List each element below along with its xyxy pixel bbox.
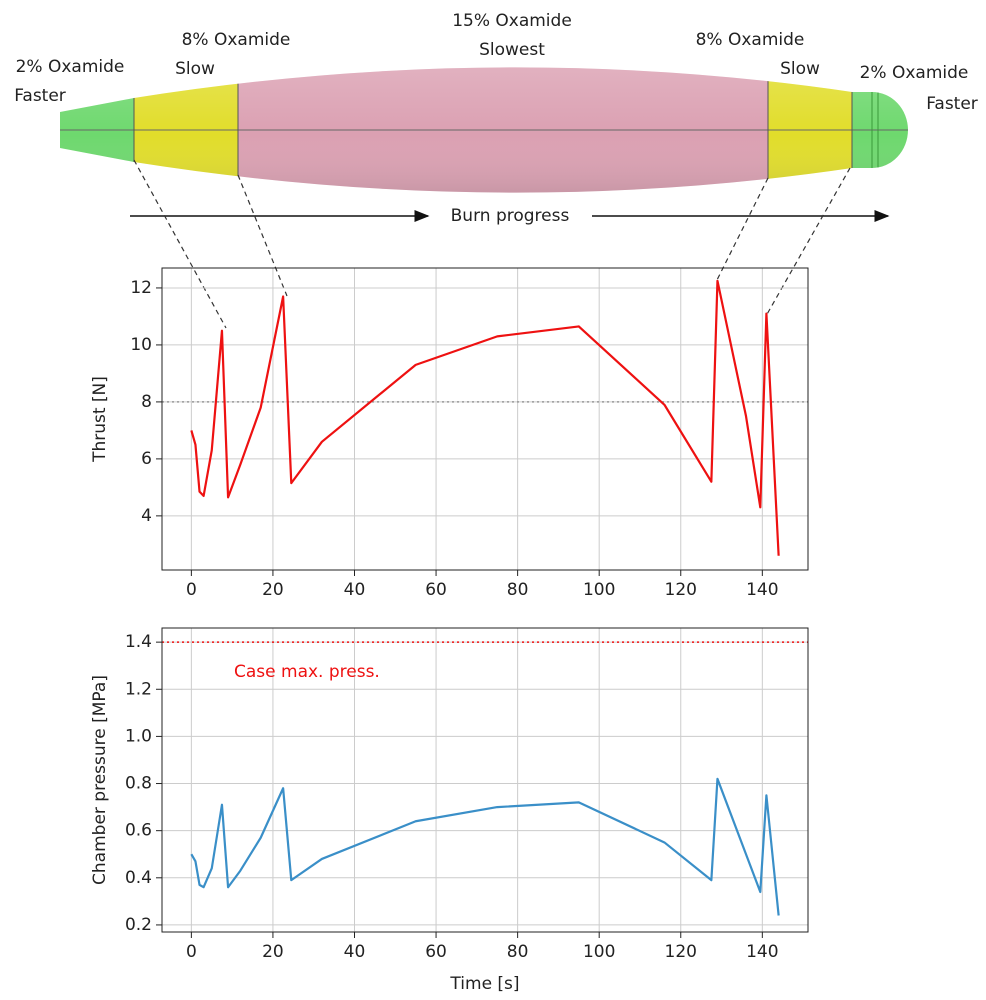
y-tick-label: 12 [130,278,152,298]
y-tick-label: 8 [141,392,152,412]
segment-label: Slowest [479,40,545,60]
x-tick-label: 40 [344,580,366,600]
x-tick-label: 20 [262,942,284,962]
x-tick-label: 140 [746,942,778,962]
y-tick-label: 0.4 [125,868,152,888]
segment-label: Faster [14,86,66,106]
x-tick-label: 60 [425,580,447,600]
x-tick-label: 0 [186,942,197,962]
segment-label: 8% Oxamide [182,30,291,50]
x-tick-label: 40 [344,942,366,962]
data-line [190,279,780,556]
plot-frame [161,627,809,933]
segment-label: 2% Oxamide [860,63,969,83]
y-tick-label: 10 [130,335,152,355]
connectors [133,159,851,329]
segment-label: 2% Oxamide [16,57,125,77]
x-tick-label: 120 [665,942,697,962]
y-tick-label: 0.8 [125,774,152,794]
y-tick-label: 1.4 [125,632,152,652]
segment-label: 8% Oxamide [696,30,805,50]
diagram-labels: 2% Oxamide Faster 8% Oxamide Slow 15% Ox… [14,11,978,114]
y-tick-label: 1.0 [125,726,152,746]
y-tick-label: 6 [141,449,152,469]
segment-label: Faster [926,94,978,114]
x-tick-label: 0 [186,580,197,600]
x-tick-label: 20 [262,580,284,600]
segment-label: Slow [780,59,820,79]
y-axis-label: Chamber pressure [MPa] [90,675,110,885]
x-tick-label: 80 [507,942,529,962]
x-axis-label: Time [s] [449,974,519,994]
y-tick-label: 1.2 [125,679,152,699]
x-tick-label: 120 [665,580,697,600]
x-tick-label: 60 [425,942,447,962]
segment-label: 15% Oxamide [452,11,572,31]
y-tick-label: 0.2 [125,915,152,935]
y-axis-label: Thrust [N] [90,376,110,463]
y-tick-label: 4 [141,506,152,526]
x-tick-label: 100 [583,580,615,600]
arrow-label: Burn progress [451,206,570,226]
reference-label: Case max. press. [234,662,380,682]
y-tick-label: 0.6 [125,821,152,841]
data-line [190,777,780,916]
x-tick-label: 100 [583,942,615,962]
x-tick-label: 140 [746,580,778,600]
segment-label: Slow [175,59,215,79]
plot-frame [161,267,809,571]
x-tick-label: 80 [507,580,529,600]
